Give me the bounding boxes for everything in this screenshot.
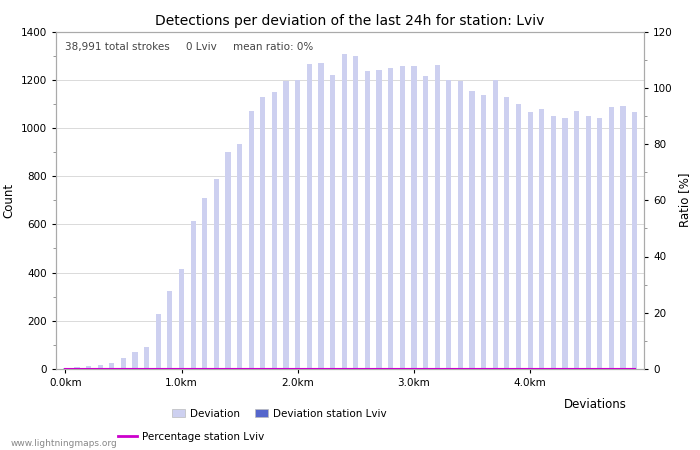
Bar: [342, 54, 346, 369]
Bar: [632, 112, 637, 369]
Bar: [225, 152, 230, 369]
Bar: [435, 65, 440, 369]
Bar: [260, 97, 265, 369]
Text: Deviations: Deviations: [564, 398, 626, 411]
Bar: [132, 352, 138, 369]
Bar: [597, 118, 603, 369]
Title: Detections per deviation of the last 24h for station: Lviv: Detections per deviation of the last 24h…: [155, 14, 545, 27]
Text: www.lightningmaps.org: www.lightningmaps.org: [10, 439, 118, 448]
Bar: [388, 68, 393, 369]
Bar: [330, 75, 335, 369]
Bar: [63, 368, 68, 369]
Bar: [74, 367, 80, 369]
Y-axis label: Ratio [%]: Ratio [%]: [678, 173, 692, 228]
Bar: [272, 92, 277, 369]
Bar: [458, 81, 463, 369]
Bar: [516, 104, 521, 369]
Legend: Percentage station Lviv: Percentage station Lviv: [114, 428, 269, 446]
Bar: [307, 64, 312, 369]
Bar: [539, 108, 545, 369]
Bar: [400, 67, 405, 369]
Bar: [295, 80, 300, 369]
Bar: [86, 366, 91, 369]
Bar: [202, 198, 207, 369]
Bar: [493, 80, 498, 369]
Bar: [586, 116, 591, 369]
Bar: [365, 71, 370, 369]
Bar: [377, 70, 382, 369]
Bar: [412, 67, 416, 369]
Bar: [97, 364, 103, 369]
Bar: [562, 118, 568, 369]
Y-axis label: Count: Count: [2, 183, 15, 218]
Bar: [446, 80, 452, 369]
Bar: [481, 95, 486, 369]
Bar: [121, 358, 126, 369]
Bar: [609, 108, 614, 369]
Bar: [144, 347, 149, 369]
Bar: [214, 179, 219, 369]
Bar: [190, 221, 196, 369]
Bar: [470, 90, 475, 369]
Bar: [528, 112, 533, 369]
Bar: [284, 81, 288, 369]
Text: 38,991 total strokes     0 Lviv     mean ratio: 0%: 38,991 total strokes 0 Lviv mean ratio: …: [65, 42, 313, 52]
Bar: [354, 56, 358, 369]
Bar: [155, 314, 161, 369]
Bar: [574, 111, 579, 369]
Bar: [109, 363, 114, 369]
Bar: [167, 291, 172, 369]
Bar: [318, 63, 323, 369]
Bar: [179, 269, 184, 369]
Bar: [620, 106, 626, 369]
Bar: [248, 111, 254, 369]
Bar: [551, 116, 556, 369]
Bar: [237, 144, 242, 369]
Bar: [423, 76, 428, 369]
Bar: [504, 97, 510, 369]
